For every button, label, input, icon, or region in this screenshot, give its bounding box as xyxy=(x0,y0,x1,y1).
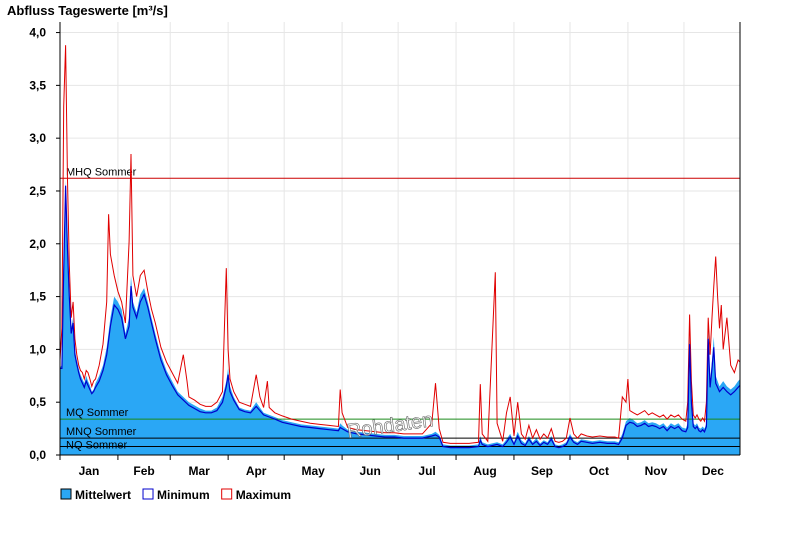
x-tick-label-jan: Jan xyxy=(79,464,100,478)
y-axis-ticks: 0,0 0,5 1,0 1,5 2,0 2,5 3,0 3,5 4,0 xyxy=(29,26,60,462)
x-tick-label-may: May xyxy=(301,464,325,478)
y-tick-label: 0,5 xyxy=(29,395,46,409)
x-tick-label-jul: Jul xyxy=(418,464,435,478)
legend-label-mittelwert: Mittelwert xyxy=(75,488,131,502)
x-tick-label-aug: Aug xyxy=(473,464,496,478)
y-tick-label: 2,5 xyxy=(29,184,46,198)
x-tick-label-apr: Apr xyxy=(246,464,267,478)
reference-line-label: MNQ Sommer xyxy=(66,426,137,438)
legend-swatch-maximum xyxy=(221,488,233,500)
legend-swatch-minimum xyxy=(142,488,154,500)
chart-title: Abfluss Tageswerte [m³/s] xyxy=(7,3,168,18)
y-tick-label: 2,0 xyxy=(29,237,46,251)
y-tick-label: 3,5 xyxy=(29,78,46,92)
y-tick-label: 4,0 xyxy=(29,26,46,40)
x-tick-label-jun: Jun xyxy=(359,464,380,478)
x-axis-months: Jan Feb Mar Apr May Jun Jul Aug Sep Oct Nov Dec xyxy=(59,455,724,478)
x-tick-label-sep: Sep xyxy=(531,464,553,478)
x-tick-label-nov: Nov xyxy=(645,464,668,478)
series-line-minimum xyxy=(60,185,740,449)
legend-label-minimum: Minimum xyxy=(157,488,210,502)
y-tick-label: 0,0 xyxy=(29,448,46,462)
series-lines xyxy=(60,45,740,449)
x-tick-label-mar: Mar xyxy=(189,464,211,478)
x-tick-label-feb: Feb xyxy=(133,464,154,478)
reference-line-label: MQ Sommer xyxy=(66,407,129,419)
legend-swatch-mittelwert xyxy=(60,488,72,500)
y-tick-label: 1,5 xyxy=(29,290,46,304)
gridlines xyxy=(59,22,740,456)
legend-label-maximum: Maximum xyxy=(236,488,291,502)
x-tick-label-oct: Oct xyxy=(589,464,609,478)
x-tick-label-dec: Dec xyxy=(702,464,724,478)
reference-line-label: NQ Sommer xyxy=(66,440,127,452)
reference-line-label: MHQ Sommer xyxy=(66,166,137,178)
reference-lines: MHQ Sommer MQ Sommer MNQ Sommer NQ Sommer xyxy=(60,166,740,452)
legend: Mittelwert Minimum Maximum xyxy=(60,488,291,502)
y-tick-label: 1,0 xyxy=(29,342,46,356)
y-tick-label: 3,0 xyxy=(29,131,46,145)
series-line-maximum xyxy=(60,45,740,444)
axes xyxy=(59,22,741,456)
